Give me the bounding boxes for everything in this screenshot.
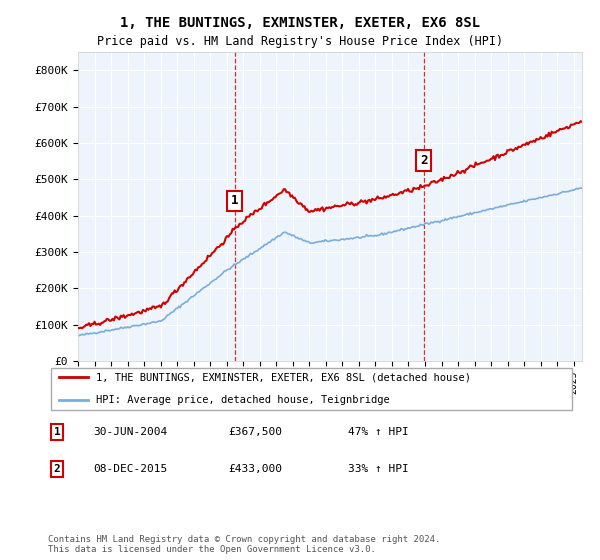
FancyBboxPatch shape — [50, 367, 572, 410]
Text: 47% ↑ HPI: 47% ↑ HPI — [348, 427, 409, 437]
Text: £367,500: £367,500 — [228, 427, 282, 437]
Text: 30-JUN-2004: 30-JUN-2004 — [93, 427, 167, 437]
Text: 1: 1 — [53, 427, 61, 437]
Text: Price paid vs. HM Land Registry's House Price Index (HPI): Price paid vs. HM Land Registry's House … — [97, 35, 503, 48]
Text: 08-DEC-2015: 08-DEC-2015 — [93, 464, 167, 474]
Text: This data is licensed under the Open Government Licence v3.0.: This data is licensed under the Open Gov… — [48, 545, 376, 554]
Text: Contains HM Land Registry data © Crown copyright and database right 2024.: Contains HM Land Registry data © Crown c… — [48, 535, 440, 544]
Text: 2: 2 — [53, 464, 61, 474]
Text: 1, THE BUNTINGS, EXMINSTER, EXETER, EX6 8SL: 1, THE BUNTINGS, EXMINSTER, EXETER, EX6 … — [120, 16, 480, 30]
Text: 1, THE BUNTINGS, EXMINSTER, EXETER, EX6 8SL (detached house): 1, THE BUNTINGS, EXMINSTER, EXETER, EX6 … — [95, 372, 470, 382]
Text: 33% ↑ HPI: 33% ↑ HPI — [348, 464, 409, 474]
Text: 2: 2 — [420, 154, 427, 167]
Text: £433,000: £433,000 — [228, 464, 282, 474]
Text: HPI: Average price, detached house, Teignbridge: HPI: Average price, detached house, Teig… — [95, 395, 389, 405]
Text: 1: 1 — [231, 194, 239, 207]
